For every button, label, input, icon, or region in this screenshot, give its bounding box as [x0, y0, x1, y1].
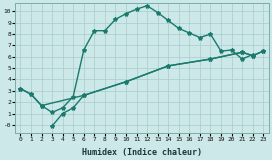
X-axis label: Humidex (Indice chaleur): Humidex (Indice chaleur) — [82, 148, 202, 156]
